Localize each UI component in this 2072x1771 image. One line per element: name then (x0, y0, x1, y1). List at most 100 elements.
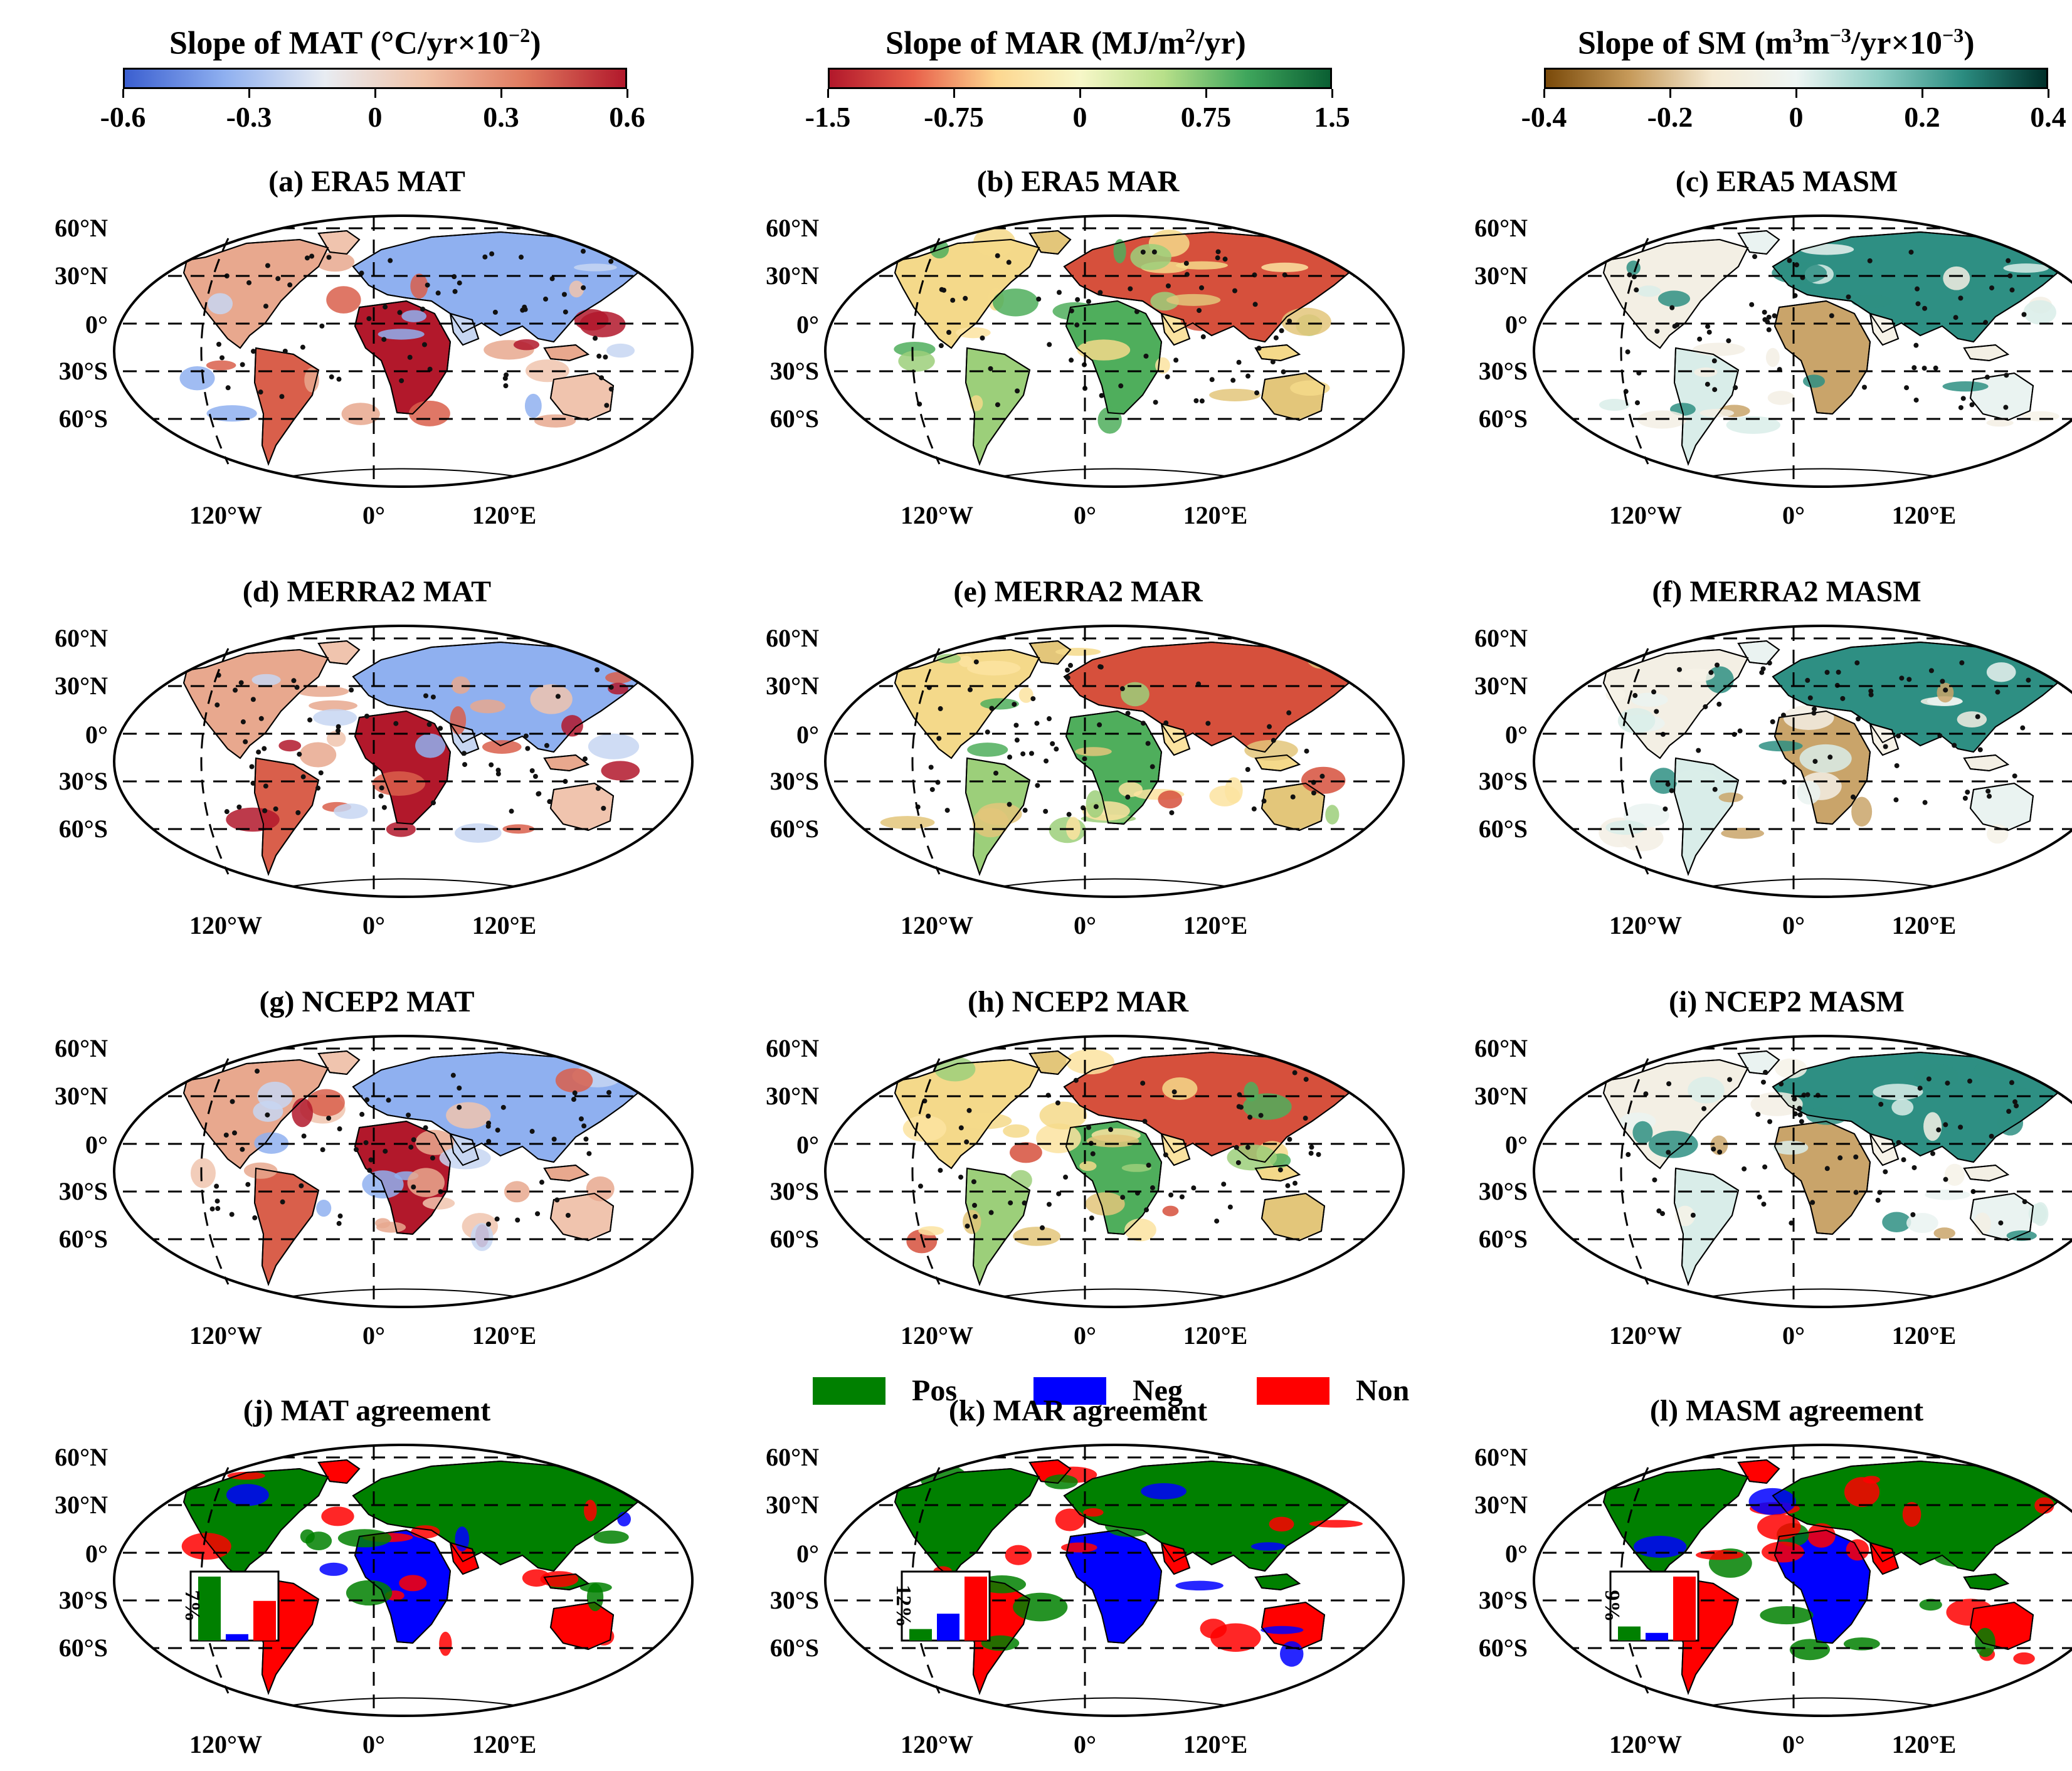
significance-dot (1742, 1166, 1747, 1171)
colorbar-gradient (1544, 68, 2048, 89)
lat-label: 60°N (55, 1034, 108, 1062)
significance-dot (936, 736, 942, 741)
coastline (317, 1050, 361, 1076)
significance-dot (1706, 329, 1712, 335)
trend-patch (179, 366, 215, 391)
trend-patch (1130, 243, 1171, 270)
significance-dot (240, 1146, 245, 1152)
significance-dot (1856, 716, 1861, 722)
lat-label: 30°S (1478, 1586, 1528, 1614)
significance-dot (349, 687, 354, 693)
significance-dot (1069, 357, 1074, 363)
trend-patch (1010, 1170, 1032, 1191)
significance-dot (291, 678, 297, 684)
significance-dot (1141, 721, 1146, 726)
significance-dot (967, 687, 973, 692)
significance-dot (250, 780, 256, 786)
coastline (182, 1467, 329, 1578)
significance-dot (972, 1203, 978, 1208)
significance-dot (1762, 1164, 1768, 1170)
coastline (354, 1529, 452, 1644)
trend-patch (1599, 399, 1630, 411)
colorbar-tick (122, 89, 124, 98)
lat-label: 30°S (1478, 767, 1528, 795)
trend-patch (493, 651, 536, 668)
significance-dot (1805, 1092, 1810, 1097)
coastline (449, 1541, 480, 1575)
antarctica-coast (998, 1697, 1231, 1706)
significance-dot (379, 785, 384, 791)
antarctica-coast (998, 468, 1231, 477)
trend-patch (1846, 1539, 1869, 1561)
significance-dot (1099, 393, 1104, 398)
significance-dot (1761, 1202, 1767, 1207)
trend-patch (1121, 682, 1150, 707)
significance-dot (929, 786, 935, 792)
significance-dot (1171, 1089, 1177, 1095)
panel-title: (c) ERA5 MASM (1675, 165, 1898, 198)
significance-dot (1008, 1200, 1013, 1206)
lat-label: 0° (796, 1540, 819, 1568)
lat-label: 60°S (769, 815, 819, 843)
significance-dot (315, 785, 321, 791)
coastline (317, 230, 361, 255)
coastline (1261, 782, 1326, 832)
significance-dot (1273, 335, 1279, 341)
lon-label: 120°W (189, 911, 262, 939)
trend-patch (524, 393, 542, 418)
significance-dot (1975, 714, 1980, 719)
trend-patch (1013, 1592, 1068, 1622)
significance-dot (1022, 808, 1028, 813)
significance-dot (275, 276, 281, 282)
significance-dot (1150, 764, 1155, 769)
trend-patch (1943, 266, 1970, 290)
significance-dot (1868, 692, 1874, 697)
lon-label: 120°W (189, 1730, 262, 1758)
trend-patch (2002, 1086, 2033, 1116)
significance-dot (1258, 1113, 1264, 1118)
significance-dot (532, 774, 538, 780)
legend-label-neg: Neg (1133, 1374, 1183, 1407)
trend-patch (588, 733, 640, 759)
trend-patch (1942, 381, 1989, 392)
significance-dot (1766, 327, 1772, 332)
trend-patch (1225, 777, 1243, 804)
trend-patch (415, 733, 446, 758)
colorbar-tick (248, 89, 250, 98)
significance-dot (1797, 1106, 1802, 1111)
trend-patch (1605, 820, 1646, 835)
coastline (1028, 640, 1072, 665)
coastline (1065, 710, 1163, 825)
significance-dot (963, 295, 968, 301)
significance-dot (1303, 1116, 1308, 1121)
lat-label: 60°N (1474, 1034, 1528, 1062)
trend-patch (1843, 1637, 1880, 1651)
significance-dot (1651, 689, 1657, 695)
significance-dot (1853, 1190, 1859, 1195)
significance-dot (359, 270, 364, 276)
inset-bar (1646, 1632, 1668, 1641)
lat-label: 60°N (55, 624, 108, 652)
significance-dot (1292, 1180, 1298, 1186)
trend-patch (251, 674, 281, 686)
significance-dot (578, 1116, 584, 1122)
inset-bar-chart: 7% (181, 1570, 280, 1642)
significance-dot (1904, 385, 1910, 391)
significance-dot (1940, 679, 1945, 684)
antarctica-coast (287, 468, 520, 477)
significance-dot (1893, 797, 1899, 803)
significance-dot (1960, 396, 1966, 401)
significance-dot (1221, 1182, 1227, 1187)
lat-label: 30°S (58, 767, 108, 795)
coastline (1772, 231, 2063, 343)
significance-dot (966, 1108, 972, 1113)
trend-patch (470, 1223, 494, 1251)
significance-dot (1772, 313, 1777, 319)
significance-dot (224, 809, 230, 815)
significance-dot (965, 1224, 970, 1229)
coastline (1063, 231, 1354, 343)
significance-dot (431, 800, 436, 806)
trend-patch (967, 743, 1008, 757)
trend-patch (1077, 339, 1131, 361)
map-outline (824, 1444, 1405, 1717)
